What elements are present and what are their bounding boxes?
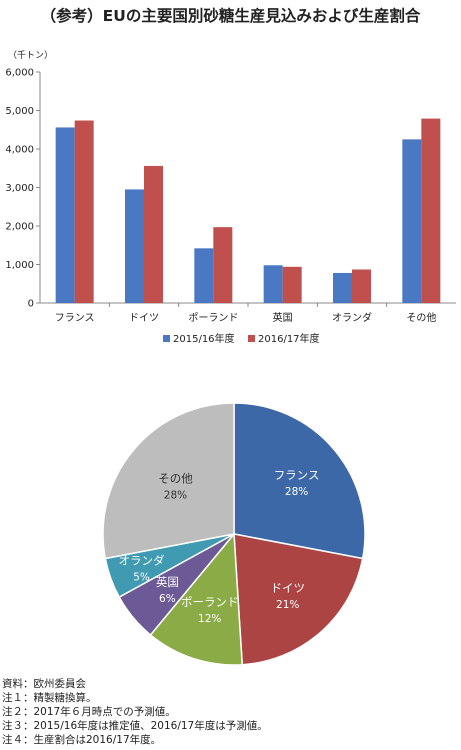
bar — [333, 272, 352, 303]
bar — [74, 120, 94, 303]
y-tick-label: 4,000 — [5, 145, 34, 156]
pie-slice-percent: 12% — [198, 613, 221, 625]
footnotes: 資料：欧州委員会 注１：精製糖換算。 注２：2017年６月時点での予測値。 注３… — [2, 677, 268, 747]
y-tick-label: 2,000 — [5, 222, 34, 233]
pie-slice-label: ドイツ — [270, 581, 305, 595]
y-tick-label: 6,000 — [5, 68, 34, 79]
note-3: 注３：2015/16年度は推定値、2016/17年度は予測値。 — [2, 720, 268, 732]
legend-swatch — [248, 335, 255, 342]
chart-title: （参考）EUの主要国別砂糖生産見込みおよび生産割合 — [40, 7, 421, 25]
note-1: 注１：精製糖換算。 — [2, 692, 97, 704]
pie-slice-label: ポーランド — [181, 595, 239, 609]
pie-slice — [233, 402, 366, 560]
bar — [213, 227, 233, 303]
note-4: 注４：生産割合は2016/17年度。 — [2, 734, 162, 746]
pie-slice-percent: 6% — [159, 593, 176, 605]
bar — [125, 189, 144, 303]
pie-slice-percent: 28% — [285, 486, 308, 498]
pie-slice-percent: 28% — [164, 490, 187, 502]
legend-label: 2016/17年度 — [258, 332, 320, 345]
pie-slice — [102, 402, 235, 560]
pie-slice-label: 英国 — [156, 575, 179, 589]
pie-slice-percent: 21% — [276, 599, 299, 611]
source-note: 資料：欧州委員会 — [2, 678, 86, 690]
bar — [144, 165, 163, 303]
y-axis-unit: （千トン） — [8, 51, 54, 61]
pie-slice-label: その他 — [158, 472, 193, 486]
x-category-label: 英国 — [273, 311, 293, 324]
x-category-label: ポーランド — [188, 312, 238, 324]
bar — [352, 269, 371, 303]
pie-chart: フランス 28% ドイツ 21% ポーランド 12% 英国 6% オランダ 5% その他 28% — [102, 402, 366, 666]
pie-slice-percent: 5% — [133, 571, 150, 583]
y-tick-label: 5,000 — [5, 106, 34, 117]
bar — [421, 118, 441, 304]
y-tick-label: 3,000 — [5, 183, 34, 194]
pie-slice — [149, 532, 244, 666]
bar — [282, 266, 302, 303]
bar — [194, 248, 214, 303]
pie-slice-label: オランダ — [119, 553, 165, 567]
x-category-label: オランダ — [332, 311, 372, 324]
pie-slice — [233, 533, 364, 666]
x-category-label: フランス — [55, 312, 95, 324]
bar — [402, 139, 422, 303]
pie-slice-label: フランス — [274, 468, 320, 482]
note-2: 注２：2017年６月時点での予測値。 — [2, 706, 176, 718]
bar — [55, 127, 75, 303]
x-category-label: その他 — [406, 311, 436, 324]
bar-chart: 0 1,000 2,000 3,000 4,000 5,000 6,000 フランス ドイツ ポー… — [5, 68, 456, 345]
bar — [263, 265, 283, 303]
legend-swatch — [163, 335, 170, 342]
y-tick-label: 0 — [28, 299, 34, 310]
legend-label: 2015/16年度 — [173, 332, 235, 345]
y-tick-label: 1,000 — [5, 260, 34, 271]
x-category-label: ドイツ — [129, 313, 159, 324]
